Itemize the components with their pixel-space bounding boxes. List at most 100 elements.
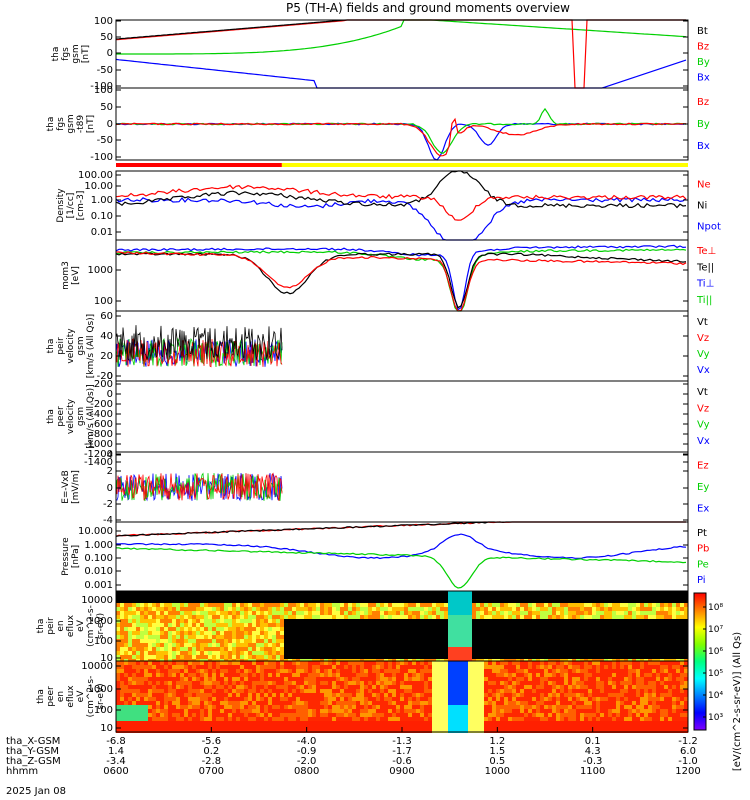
heatmap-cell bbox=[420, 701, 424, 705]
heatmap-cell bbox=[588, 643, 592, 647]
heatmap-cell bbox=[196, 607, 200, 611]
heatmap-cell bbox=[180, 631, 184, 635]
heatmap-cell bbox=[132, 701, 136, 705]
heatmap-cell bbox=[556, 651, 560, 655]
heatmap-cell bbox=[196, 643, 200, 647]
heatmap-cell bbox=[440, 623, 444, 627]
heatmap-cell bbox=[280, 635, 284, 639]
heatmap-cell bbox=[244, 721, 248, 725]
heatmap-cell bbox=[244, 677, 248, 681]
heatmap-cell bbox=[528, 729, 532, 733]
heatmap-cell bbox=[344, 607, 348, 611]
heatmap-cell bbox=[280, 611, 284, 615]
heatmap-cell bbox=[188, 665, 192, 669]
heatmap-cell bbox=[616, 655, 620, 659]
heatmap-cell bbox=[444, 623, 448, 627]
heatmap-cell bbox=[176, 591, 180, 595]
heatmap-cell bbox=[164, 677, 168, 681]
heatmap-cell bbox=[316, 655, 320, 659]
heatmap-cell bbox=[456, 619, 460, 623]
heatmap-cell bbox=[188, 669, 192, 673]
heatmap-cell bbox=[392, 595, 396, 599]
heatmap-cell bbox=[508, 647, 512, 651]
heatmap-cell bbox=[268, 685, 272, 689]
heatmap-cell bbox=[444, 661, 448, 665]
heatmap-cell bbox=[404, 717, 408, 721]
heatmap-cell bbox=[516, 655, 520, 659]
heatmap-cell bbox=[264, 611, 268, 615]
heatmap-cell bbox=[656, 599, 660, 603]
heatmap-cell bbox=[152, 603, 156, 607]
heatmap-cell bbox=[360, 655, 364, 659]
legend-label: Ti⊥ bbox=[696, 279, 714, 290]
heatmap-cell bbox=[324, 627, 328, 631]
heatmap-cell bbox=[428, 709, 432, 713]
heatmap-cell bbox=[528, 673, 532, 677]
heatmap-cell bbox=[664, 631, 668, 635]
heatmap-cell bbox=[368, 623, 372, 627]
heatmap-cell bbox=[516, 599, 520, 603]
heatmap-cell bbox=[620, 619, 624, 623]
heatmap-cell bbox=[128, 655, 132, 659]
heatmap-cell bbox=[344, 643, 348, 647]
heatmap-cell bbox=[328, 689, 332, 693]
heatmap-cell bbox=[412, 643, 416, 647]
heatmap-cell bbox=[364, 697, 368, 701]
heatmap-cell bbox=[160, 607, 164, 611]
heatmap-cell bbox=[204, 647, 208, 651]
heatmap-cell bbox=[284, 631, 288, 635]
heatmap-cell bbox=[260, 721, 264, 725]
heatmap-cell bbox=[324, 611, 328, 615]
heatmap-cell bbox=[144, 717, 148, 721]
heatmap-cell bbox=[252, 623, 256, 627]
heatmap-cell bbox=[564, 623, 568, 627]
heatmap-cell bbox=[344, 639, 348, 643]
heatmap-cell bbox=[656, 627, 660, 631]
heatmap-cell bbox=[472, 647, 476, 651]
heatmap-cell bbox=[588, 689, 592, 693]
heatmap-cell bbox=[192, 705, 196, 709]
heatmap-cell bbox=[208, 661, 212, 665]
heatmap-cell bbox=[492, 705, 496, 709]
heatmap-cell bbox=[208, 721, 212, 725]
heatmap-cell bbox=[292, 729, 296, 733]
heatmap-cell bbox=[468, 611, 472, 615]
heatmap-cell bbox=[488, 685, 492, 689]
heatmap-cell bbox=[124, 697, 128, 701]
heatmap-cell bbox=[504, 665, 508, 669]
heatmap-cell bbox=[172, 623, 176, 627]
heatmap-cell bbox=[280, 713, 284, 717]
heatmap-cell bbox=[592, 647, 596, 651]
heatmap-cell bbox=[276, 619, 280, 623]
heatmap-cell bbox=[404, 729, 408, 733]
heatmap-cell bbox=[528, 669, 532, 673]
heatmap-cell bbox=[288, 639, 292, 643]
heatmap-cell bbox=[412, 673, 416, 677]
heatmap-cell bbox=[260, 655, 264, 659]
heatmap-cell bbox=[268, 721, 272, 725]
heatmap-cell bbox=[400, 693, 404, 697]
heatmap-cell bbox=[556, 643, 560, 647]
heatmap-cell bbox=[532, 721, 536, 725]
heatmap-cell bbox=[684, 631, 688, 635]
heatmap-cell bbox=[480, 713, 484, 717]
heatmap-cell bbox=[572, 729, 576, 733]
heatmap-cell bbox=[248, 627, 252, 631]
heatmap-cell bbox=[684, 611, 688, 615]
heatmap-cell bbox=[576, 697, 580, 701]
heatmap-cell bbox=[316, 685, 320, 689]
heatmap-cell bbox=[508, 623, 512, 627]
heatmap-cell bbox=[124, 661, 128, 665]
heatmap-cell bbox=[356, 599, 360, 603]
series-line-Bx bbox=[115, 122, 687, 161]
heatmap-cell bbox=[188, 623, 192, 627]
heatmap-cell bbox=[300, 607, 304, 611]
heatmap-cell bbox=[584, 717, 588, 721]
heatmap-cell bbox=[216, 729, 220, 733]
heatmap-cell bbox=[272, 615, 276, 619]
heatmap-cell bbox=[452, 689, 456, 693]
heatmap-cell bbox=[420, 623, 424, 627]
heatmap-cell bbox=[200, 647, 204, 651]
heatmap-cell bbox=[600, 607, 604, 611]
heatmap-cell bbox=[464, 717, 468, 721]
